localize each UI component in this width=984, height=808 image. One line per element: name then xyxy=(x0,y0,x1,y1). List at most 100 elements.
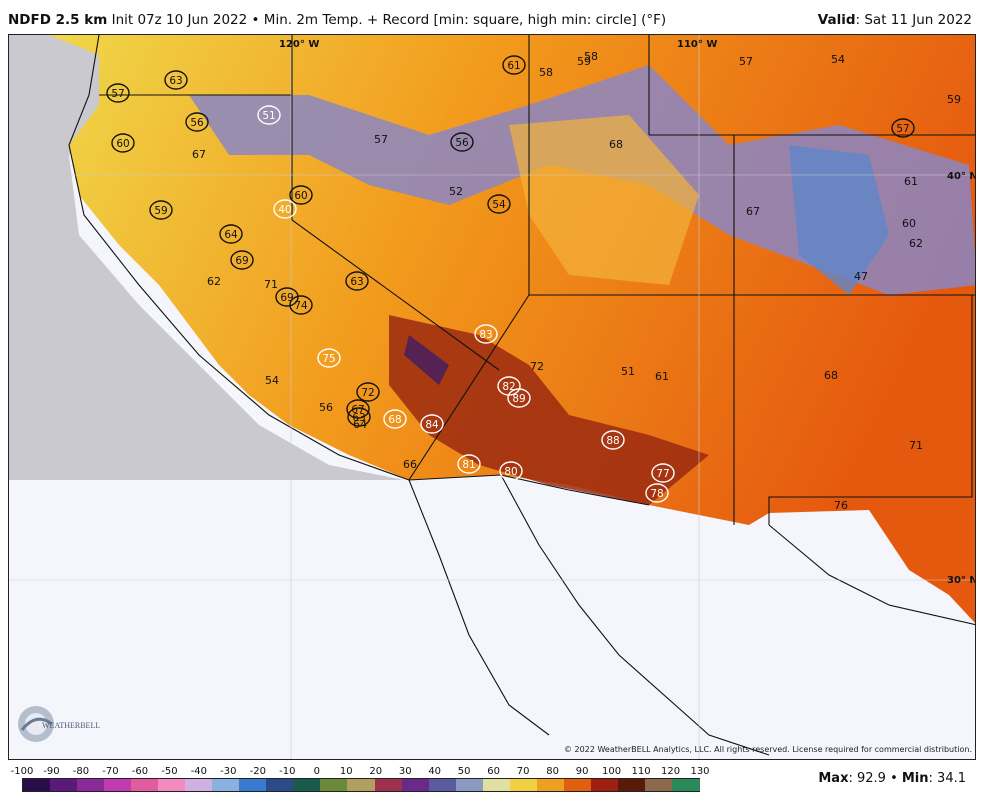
colorbar-segment xyxy=(671,779,700,791)
colorbar-tick: 120 xyxy=(660,766,681,777)
colorbar-segment xyxy=(23,779,51,791)
record-value: 67 xyxy=(351,404,364,416)
record-circle: 67 xyxy=(346,399,370,419)
record-value: 68 xyxy=(388,414,401,426)
grid-label: 110° W xyxy=(677,39,717,50)
colorbar-segment xyxy=(158,779,186,791)
station-value: 68 xyxy=(824,369,838,382)
record-circle: 61 xyxy=(502,55,526,75)
colorbar-tick: 10 xyxy=(339,766,353,777)
utah-warm-region xyxy=(509,115,699,285)
record-value: 69 xyxy=(280,292,293,304)
political-borders xyxy=(68,35,975,756)
station-value: 51 xyxy=(621,365,635,378)
colorbar-tick: -50 xyxy=(161,766,178,777)
max-label: Max xyxy=(818,771,849,786)
record-circle: 56 xyxy=(450,132,474,152)
colorbar-segment xyxy=(374,779,403,791)
record-circle: 84 xyxy=(420,414,444,434)
colorbar-segment xyxy=(239,779,267,791)
record-value: 81 xyxy=(462,459,475,471)
record-circle: 63 xyxy=(345,271,369,291)
station-value: 47 xyxy=(854,270,868,283)
colorbar-tick: 90 xyxy=(575,766,589,777)
grid-label: 120° W xyxy=(279,39,319,50)
record-circle: 40 xyxy=(273,199,297,219)
colorbar-tick: -10 xyxy=(279,766,296,777)
temperature-colorbar xyxy=(22,778,700,792)
record-value: 83 xyxy=(479,329,492,341)
colorbar-segment xyxy=(347,779,376,791)
station-value: 59 xyxy=(947,93,961,106)
record-circle: 60 xyxy=(289,185,313,205)
station-value: 61 xyxy=(904,175,918,188)
record-value: 82 xyxy=(502,381,515,393)
death-valley-region xyxy=(404,335,449,385)
header: NDFD 2.5 km Init 07z 10 Jun 2022 • Min. … xyxy=(0,0,984,34)
colorbar-tick: -40 xyxy=(190,766,208,777)
station-value: 60 xyxy=(902,217,916,230)
colorbar-tick: 100 xyxy=(602,766,622,777)
station-value: 57 xyxy=(739,55,753,68)
colorbar-tick: 60 xyxy=(487,766,501,777)
colorbar-tick: -100 xyxy=(10,766,34,777)
colorbar-segment xyxy=(266,779,294,791)
map-panel[interactable]: 120° W 110° W 40° N 30° N 63 57 56 51 60 60 59 40 6… xyxy=(8,34,976,760)
record-circle: 80 xyxy=(499,461,523,481)
colorbar-tick: 50 xyxy=(457,766,471,777)
station-value: 56 xyxy=(319,401,333,414)
station-value: 67 xyxy=(192,148,206,161)
record-circle: 78 xyxy=(645,483,669,503)
temperature-map: 120° W 110° W 40° N 30° N 63 57 56 51 60 60 59 40 6… xyxy=(9,35,976,759)
min-value: : 34.1 xyxy=(928,771,966,786)
station-value: 71 xyxy=(909,439,923,452)
colorbar-segment xyxy=(617,779,646,791)
station-value: 62 xyxy=(909,237,923,250)
copyright-notice: © 2022 WeatherBELL Analytics, LLC. All r… xyxy=(564,745,972,754)
cool-highlands-region xyxy=(189,65,975,295)
grid-label: 40° N xyxy=(947,171,976,182)
colorbar-segment xyxy=(536,779,565,791)
max-min-stats: Max: 92.9 • Min: 34.1 xyxy=(818,771,966,786)
grid-label: 30° N xyxy=(947,575,976,586)
stats-separator: • xyxy=(885,771,902,786)
colorbar-segment xyxy=(401,779,430,791)
record-value: 54 xyxy=(492,199,506,211)
colorbar-segment xyxy=(104,779,132,791)
title-bullet: • xyxy=(251,12,260,28)
record-value: 63 xyxy=(169,75,182,87)
record-value: 57 xyxy=(896,123,909,135)
record-circle: 88 xyxy=(601,430,625,450)
station-value: 58 xyxy=(584,50,598,63)
record-circle: 77 xyxy=(651,463,675,483)
colorbar-tick: -90 xyxy=(43,766,60,777)
record-value: 80 xyxy=(504,466,517,478)
record-circle: 83 xyxy=(474,324,498,344)
record-value: 72 xyxy=(361,387,374,399)
record-circle: 63 xyxy=(164,70,188,90)
colorbar-segment xyxy=(131,779,159,791)
record-circle: 51 xyxy=(257,105,281,125)
record-circle: 57 xyxy=(106,83,130,103)
record-value: 57 xyxy=(111,88,124,100)
colorbar-tick: 70 xyxy=(516,766,530,777)
grid-labels: 120° W 110° W 40° N 30° N xyxy=(279,39,976,586)
max-value: : 92.9 xyxy=(848,771,886,786)
station-value: 67 xyxy=(746,205,760,218)
coastal-water-shading xyxy=(9,35,404,480)
record-circle: 68 xyxy=(383,409,407,429)
record-value: 61 xyxy=(507,60,520,72)
record-value: 59 xyxy=(154,205,167,217)
colorbar-segment xyxy=(563,779,592,791)
record-value: 63 xyxy=(352,412,365,424)
colorbar-tick: -30 xyxy=(220,766,237,777)
colorbar-tick: 80 xyxy=(546,766,559,777)
swirl-icon: WEATHERBELL xyxy=(18,706,100,742)
colorbar-tick: -20 xyxy=(249,766,266,777)
record-circle: 64 xyxy=(219,224,243,244)
record-circle: 57 xyxy=(891,118,915,138)
colorbar-segment xyxy=(77,779,105,791)
record-value: 84 xyxy=(425,419,439,431)
station-value: 58 xyxy=(539,66,553,79)
